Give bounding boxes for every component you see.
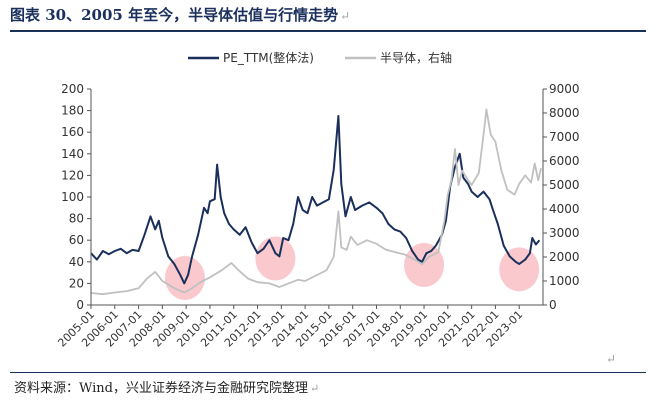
- y-right-tick-label: 0: [549, 298, 557, 312]
- y-right-tick-label: 2000: [549, 250, 580, 264]
- legend-semiconductor-index-label: 半导体，右轴: [380, 50, 452, 65]
- y-right-tick-label: 3000: [549, 226, 580, 240]
- y-left-tick-label: 20: [69, 276, 84, 290]
- y-right-tick-label: 4000: [549, 202, 580, 216]
- source-paragraph-mark: ↵: [310, 382, 320, 395]
- return-mark: ↵: [606, 352, 617, 366]
- legend-pe-ttm-label: PE_TTM(整体法): [223, 50, 314, 65]
- y-left-tick-label: 0: [76, 298, 84, 312]
- y-right-tick-label: 5000: [549, 178, 580, 192]
- y-left-tick-label: 140: [61, 147, 84, 161]
- semiconductor-index-line: [90, 108, 542, 296]
- y-left-tick-label: 200: [61, 82, 84, 96]
- y-left-tick-label: 160: [61, 125, 84, 139]
- title-rule: [10, 30, 646, 32]
- y-left-tick-label: 180: [61, 104, 84, 118]
- figure-title-text: 图表 30、2005 年至今，半导体估值与行情走势: [10, 6, 339, 24]
- y-right-tick-label: 9000: [549, 82, 580, 96]
- highlight-circle: [164, 256, 205, 300]
- paragraph-mark: ↵: [340, 9, 351, 23]
- y-right-tick-label: 6000: [549, 154, 580, 168]
- highlight-circle: [499, 247, 540, 292]
- source-rule: [10, 372, 646, 373]
- y-right-tick-label: 7000: [549, 130, 580, 144]
- source-note-text: 资料来源：Wind，兴业证券经济与金融研究院整理: [14, 381, 308, 396]
- source-note: 资料来源：Wind，兴业证券经济与金融研究院整理 ↵: [14, 377, 319, 396]
- y-left-tick-label: 40: [69, 255, 84, 269]
- y-left-tick-label: 100: [61, 190, 84, 204]
- y-left-tick-label: 80: [69, 212, 84, 226]
- y-left-tick-label: 60: [69, 233, 84, 247]
- y-right-tick-label: 1000: [549, 274, 580, 288]
- highlight-circle: [255, 236, 296, 281]
- y-right-tick-label: 8000: [549, 106, 580, 120]
- y-left-tick-label: 120: [61, 168, 84, 182]
- figure-title: 图表 30、2005 年至今，半导体估值与行情走势 ↵: [10, 4, 350, 25]
- pe-ttm-line: [90, 115, 541, 285]
